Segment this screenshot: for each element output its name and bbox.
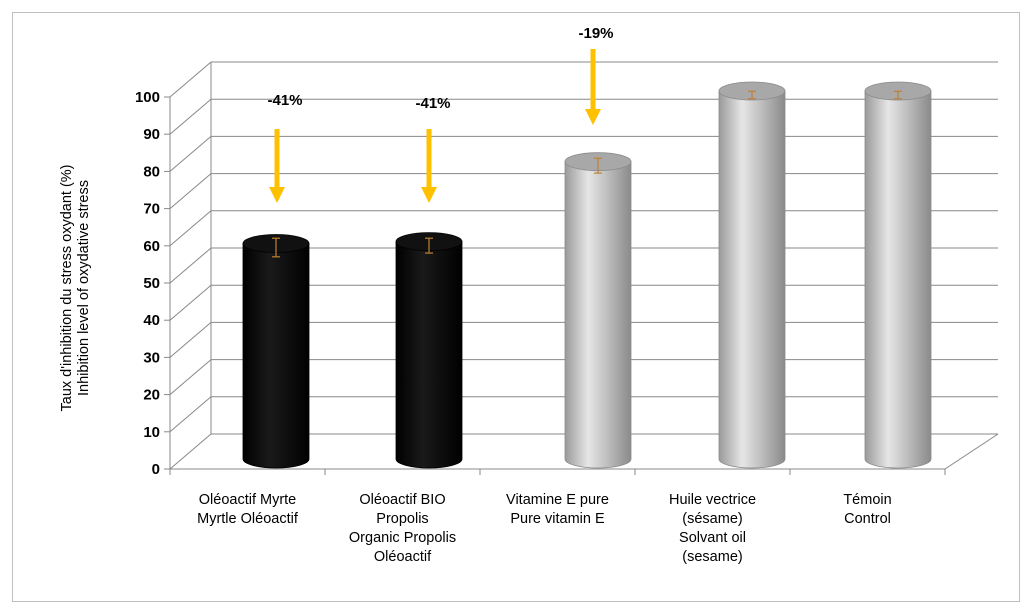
- category-label-line: Vitamine E pure: [506, 492, 609, 508]
- y-tick-label: 90: [143, 126, 160, 143]
- gridline-side: [169, 359, 212, 395]
- category-label-line: Oléoactif BIO: [359, 492, 445, 508]
- annotation-label: -41%: [267, 92, 302, 109]
- category-label-line: Témoin: [843, 492, 891, 508]
- bar-4: [864, 81, 932, 469]
- y-tick-label: 0: [152, 461, 160, 478]
- category-label-line: Oléoactif: [374, 549, 432, 565]
- bar-body: [242, 243, 310, 469]
- annotation-arrow-head: [269, 187, 285, 203]
- y-tick-labels: 0 10 20 30 40 50 60 70 80 90 100: [135, 89, 160, 478]
- category-label-line: Huile vectrice: [669, 492, 756, 508]
- chart-frame: 0 10 20 30 40 50 60 70 80 90 100 -41% -41% -19% Oléo…: [12, 12, 1020, 602]
- y-tick-label: 40: [143, 312, 160, 329]
- gridline-side: [169, 136, 212, 172]
- y-tick-label: 20: [143, 387, 160, 404]
- category-label-0: Oléoactif Myrte Myrtle Oléoactif: [197, 492, 299, 527]
- annotation-2: -19%: [578, 25, 614, 125]
- gridline-side: [169, 284, 212, 321]
- gridline-side: [169, 210, 212, 247]
- annotation-arrow-head: [421, 187, 437, 203]
- gridline-side: [169, 396, 212, 433]
- annotations-layer: -41% -41% -19%: [267, 25, 614, 203]
- chart-svg: 0 10 20 30 40 50 60 70 80 90 100 -41% -41% -19% Oléo…: [59, 25, 999, 565]
- annotation-1: -41%: [415, 95, 451, 203]
- category-label-line: Control: [844, 511, 891, 527]
- category-labels: Oléoactif Myrte Myrtle OléoactifOléoactif…: [197, 492, 892, 565]
- category-label-line: (sésame): [682, 511, 742, 527]
- bar-body: [864, 90, 932, 469]
- bar-1: [395, 232, 463, 469]
- y-axis-label: Taux d'inhibition du stress oxydant (%)I…: [59, 165, 92, 412]
- gridline-side: [169, 98, 212, 135]
- y-tick-label: 10: [143, 424, 160, 441]
- bar-0: [242, 234, 310, 469]
- y-tick-label: 30: [143, 349, 160, 366]
- category-label-line: Propolis: [376, 511, 428, 527]
- gridline-side: [169, 322, 212, 358]
- gridline-side: [169, 433, 212, 470]
- category-label-line: Oléoactif Myrte: [199, 492, 297, 508]
- floor-right-edge: [944, 433, 999, 470]
- bar-body: [564, 161, 632, 469]
- category-label-line: Myrtle Oléoactif: [197, 511, 299, 527]
- category-label-3: Huile vectrice (sésame) Solvant oil (sesame…: [669, 492, 756, 565]
- annotation-arrow-head: [585, 109, 601, 125]
- y-axis-label-line: Inhibition level of oxydative stress: [76, 180, 92, 396]
- bar-3: [718, 81, 786, 469]
- y-tick-label: 70: [143, 201, 160, 218]
- y-axis-label-line: Taux d'inhibition du stress oxydant (%): [59, 165, 75, 412]
- gridline-side: [169, 61, 212, 98]
- category-label-line: (sesame): [682, 549, 742, 565]
- bar-body: [718, 90, 786, 469]
- bars-layer: [242, 81, 932, 469]
- gridline-side: [169, 173, 212, 209]
- category-label-4: Témoin Control: [843, 492, 891, 527]
- y-tick-label: 80: [143, 163, 160, 180]
- y-axis-title: Taux d'inhibition du stress oxydant (%)I…: [59, 165, 92, 412]
- y-tick-label: 50: [143, 275, 160, 292]
- bar-body: [395, 241, 463, 469]
- y-tick-label: 100: [135, 89, 160, 106]
- category-label-1: Oléoactif BIO Propolis Organic Propolis Olé…: [349, 492, 456, 565]
- category-label-2: Vitamine E pure Pure vitamin E: [506, 492, 609, 527]
- gridline-side: [169, 247, 212, 284]
- annotation-label: -41%: [415, 95, 450, 112]
- bar-2: [564, 152, 632, 469]
- category-label-line: Pure vitamin E: [510, 511, 605, 527]
- annotation-label: -19%: [578, 25, 613, 42]
- category-label-line: Solvant oil: [679, 530, 746, 546]
- annotation-0: -41%: [267, 92, 303, 203]
- category-label-line: Organic Propolis: [349, 530, 456, 546]
- y-tick-label: 60: [143, 238, 160, 255]
